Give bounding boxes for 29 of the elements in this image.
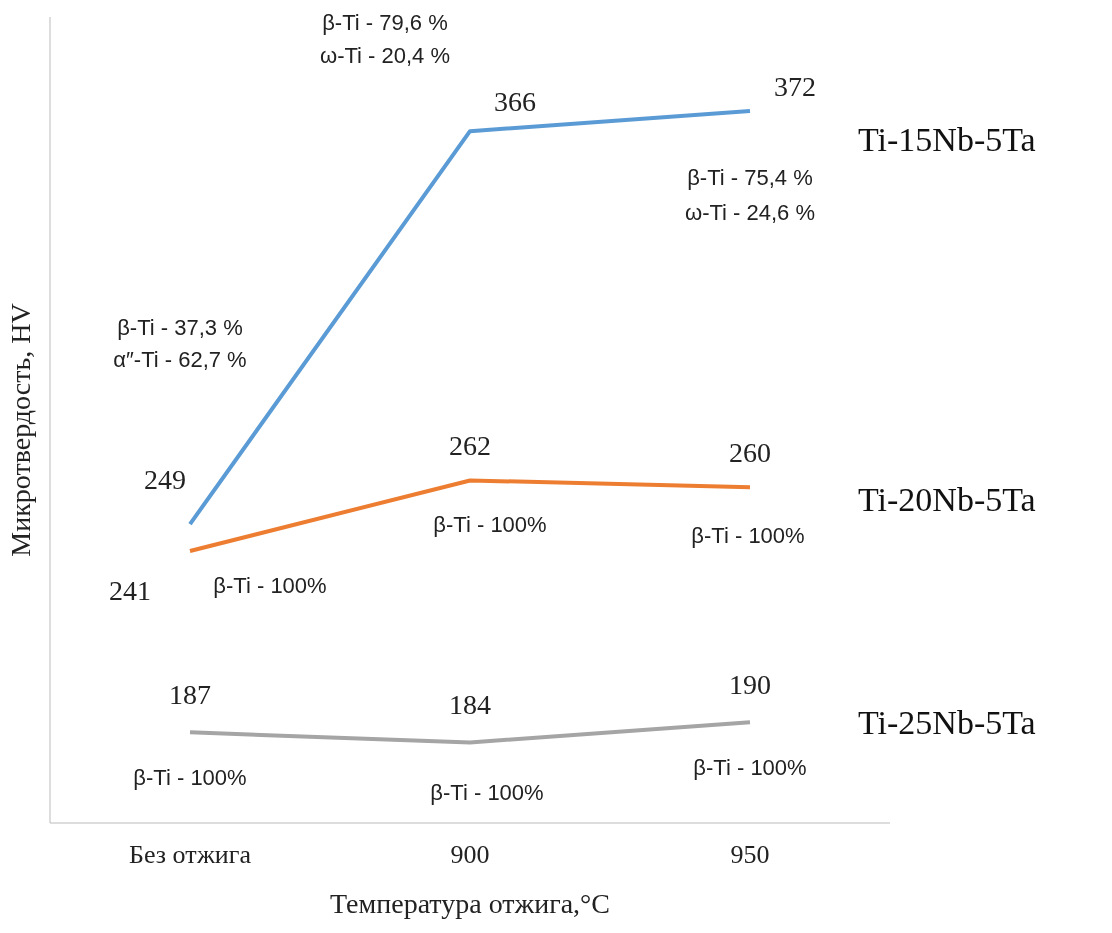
data-label: 190 [729, 668, 771, 700]
annotation: β-Ti - 75,4 % [687, 164, 813, 190]
data-label: 260 [729, 436, 771, 468]
annotation: α″-Ti - 62,7 % [113, 346, 247, 372]
annotation: ω-Ti - 24,6 % [684, 199, 816, 225]
annotation: β-Ti - 100% [693, 754, 807, 780]
data-label: 241 [109, 575, 151, 607]
x-axis-title: Температура отжига,°C [330, 888, 610, 919]
annotation: β-Ti - 100% [433, 511, 547, 537]
data-label: 372 [774, 70, 816, 102]
annotation: β-Ti - 100% [133, 764, 247, 790]
text: Ti-20Nb-5Ta [858, 480, 1036, 518]
y-axis-title: Микротвердость, HV [5, 303, 36, 557]
annotation: β-Ti - 100% [430, 779, 544, 805]
x-tick-label: 950 [730, 840, 770, 869]
text: Ti-15Nb-5Ta [858, 120, 1036, 158]
annotation: β-Ti - 100% [213, 572, 327, 598]
annotation: β-Ti - 37,3 % [117, 314, 243, 340]
data-label: 262 [449, 429, 491, 461]
x-tick-label: Без отжига [129, 840, 252, 869]
data-label: 366 [494, 85, 536, 117]
text: Ti-25Nb-5Ta [858, 703, 1036, 741]
annotation: β-Ti - 79,6 % [322, 9, 448, 35]
data-label: 187 [169, 678, 211, 710]
data-label: 249 [144, 463, 186, 495]
x-tick-label: 900 [450, 840, 490, 869]
data-label: 184 [449, 688, 491, 720]
annotation: β-Ti - 100% [691, 522, 805, 548]
annotation: ω-Ti - 20,4 % [319, 42, 451, 68]
